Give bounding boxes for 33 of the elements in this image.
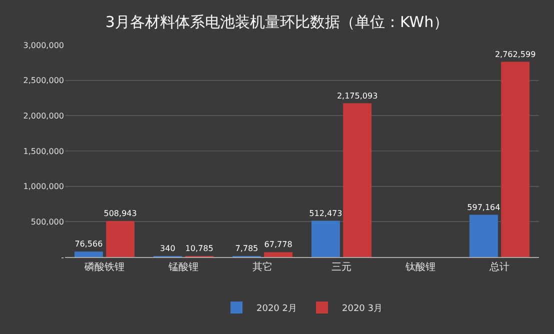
data-label: 340 <box>160 244 176 253</box>
x-tick-label: 锰酸锂 <box>168 261 198 273</box>
data-label: 2,175,093 <box>336 91 378 100</box>
x-tick-label: 其它 <box>252 261 272 273</box>
x-tick-label: 钛酸锂 <box>404 261 436 273</box>
bar <box>343 103 372 257</box>
bar <box>311 220 340 257</box>
legend-label: 2020 2月 <box>256 304 297 314</box>
y-tick-label: 2,000,000 <box>23 111 64 120</box>
y-tick-label: - <box>61 252 64 262</box>
data-label: 7,785 <box>235 244 258 253</box>
data-label: 10,785 <box>185 244 214 253</box>
y-tick-label: 500,000 <box>30 217 64 226</box>
y-tick-label: 1,000,000 <box>23 182 64 192</box>
legend-label: 2020 3月 <box>342 304 382 314</box>
data-label: 512,473 <box>309 208 342 218</box>
x-tick-label: 三元 <box>332 262 352 273</box>
data-label: 508,943 <box>104 209 137 218</box>
bar <box>106 221 135 257</box>
data-label: 597,164 <box>467 202 500 212</box>
bar <box>264 252 293 257</box>
data-label: 76,566 <box>74 240 103 249</box>
data-label: 2,762,599 <box>494 50 536 59</box>
y-tick-label: 2,500,000 <box>23 76 64 86</box>
x-tick-label: 磷酸铁锂 <box>84 261 124 273</box>
y-tick-label: 1,500,000 <box>23 146 64 156</box>
bar <box>74 252 103 257</box>
chart-title: 3月各材料体系电池装机量环比数据（单位：KWh） <box>105 13 449 32</box>
bar <box>501 62 530 257</box>
data-label: 67,778 <box>264 240 292 250</box>
x-tick-label: 总计 <box>488 261 510 273</box>
y-tick-label: 3,000,000 <box>23 40 64 50</box>
bar <box>469 214 498 257</box>
